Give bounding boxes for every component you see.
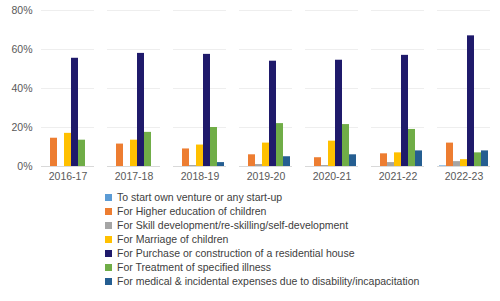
html-text:To start own venture or any st: To start own venture or any start-up [117,191,283,203]
svg-text:0%: 0% [17,160,32,172]
svg-text:40%: 40% [11,82,32,94]
svg-text:2021-22: 2021-22 [379,170,418,182]
svg-text:2017-18: 2017-18 [115,170,154,182]
html-text:For Higher education of childr: For Higher education of children [117,205,267,217]
svg-text:2020-21: 2020-21 [313,170,352,182]
svg-text:2016-17: 2016-17 [49,170,88,182]
svg-text:2022-23: 2022-23 [445,170,484,182]
svg-text:80%: 80% [11,4,32,16]
html-text:For Marriage of children: For Marriage of children [117,233,229,245]
svg-text:2019-20: 2019-20 [247,170,286,182]
svg-text:20%: 20% [11,121,32,133]
svg-text:60%: 60% [11,43,32,55]
svg-text:2018-19: 2018-19 [181,170,220,182]
html-text:For Purchase or construction o: For Purchase or construction of a reside… [117,247,355,259]
html-text:For Treatment of specified ill: For Treatment of specified illness [117,261,272,273]
html-text:For Skill development/re-skill: For Skill development/re-skilling/self-d… [117,219,349,231]
html-text:For medical & incidental expen: For medical & incidental expenses due to… [117,275,420,287]
